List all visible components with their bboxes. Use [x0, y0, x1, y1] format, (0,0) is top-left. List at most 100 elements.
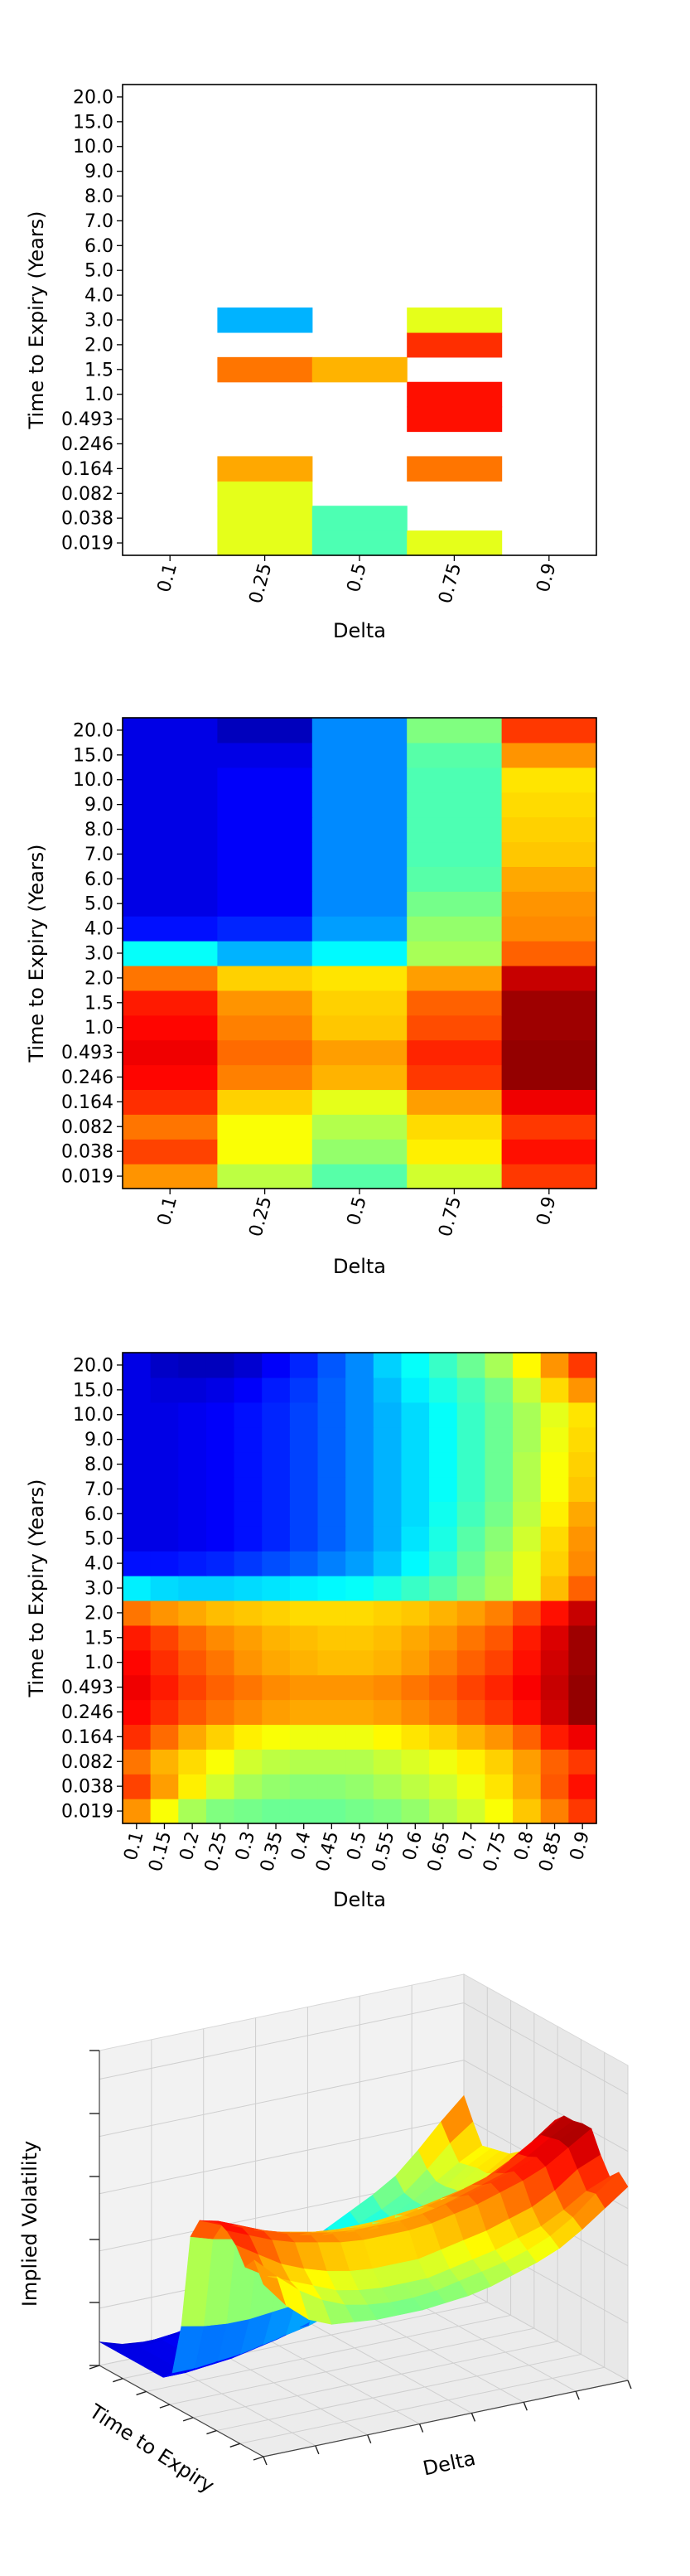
heatmap-cell: [429, 1699, 458, 1726]
heatmap-cell: [317, 1426, 346, 1453]
x-tick-label: 0.8: [510, 1829, 538, 1862]
heatmap-cell: [234, 1649, 263, 1676]
x-tick-label: 0.5: [344, 561, 371, 594]
heatmap-cell: [205, 1501, 235, 1527]
heatmap-cell: [568, 1749, 597, 1775]
heatmap-cell: [485, 1451, 514, 1478]
heatmap-cell: [401, 1600, 430, 1626]
heatmap-cell: [205, 1402, 235, 1428]
x-tick-label: 0.9: [533, 561, 560, 594]
delta-axis-tick: [263, 2456, 268, 2466]
heatmap-cell: [407, 1114, 503, 1140]
heatmap-cell: [513, 1526, 542, 1552]
heatmap-cell: [150, 1526, 179, 1552]
heatmap-cell: [401, 1749, 430, 1775]
heatmap-cell: [407, 866, 503, 892]
heatmap-cell: [568, 1353, 597, 1378]
heatmap-cell: [429, 1377, 458, 1403]
heatmap-cell: [234, 1674, 263, 1701]
heatmap-cell: [234, 1377, 263, 1403]
y-tick-label: 10.0: [73, 770, 113, 791]
y-tick-label: 9.0: [84, 1430, 113, 1450]
heatmap-cell: [234, 1402, 263, 1428]
heatmap-cell: [485, 1501, 514, 1527]
heatmap-cell: [373, 1576, 403, 1601]
y-tick-label: 8.0: [84, 1455, 113, 1475]
y-axis-label: Time to Expiry (Years): [25, 844, 48, 1063]
heatmap-cell: [568, 1649, 597, 1676]
heatmap-cell: [513, 1451, 542, 1478]
heatmap-cell: [150, 1674, 179, 1701]
y-tick-label: 1.5: [84, 993, 113, 1014]
y-tick-label: 1.0: [84, 1653, 113, 1673]
heatmap-cell: [407, 406, 503, 433]
heatmap-cell: [217, 767, 313, 793]
heatmap-cell: [568, 1799, 597, 1824]
heatmap-cell: [456, 1749, 486, 1775]
heatmap-cell: [123, 718, 218, 743]
x-tick-label: 0.5: [344, 1829, 371, 1862]
heatmap-cell: [407, 1139, 503, 1165]
heatmap-cell: [317, 1476, 346, 1502]
heatmap-cell: [373, 1501, 403, 1527]
heatmap-cell: [317, 1451, 346, 1478]
heatmap-cell: [456, 1625, 486, 1651]
heatmap-cell: [345, 1426, 374, 1453]
heatmap-chart-sparse: 0.019 0.038 0.082 0.164 0.246 0.493 1.0 1.5 2.0 3…: [25, 84, 597, 642]
y-tick-label: 20.0: [73, 1355, 113, 1376]
heatmap-cell: [540, 1426, 569, 1453]
heatmap-cell: [373, 1551, 403, 1576]
heatmap-cell: [513, 1724, 542, 1750]
heatmap-cell: [123, 1625, 152, 1651]
y-tick-label: 5.0: [84, 261, 113, 282]
heatmap-cell: [150, 1501, 179, 1527]
heatmap-cell: [234, 1451, 263, 1478]
x-tick-label: 0.4: [287, 1829, 315, 1862]
heatmap-cell: [205, 1774, 235, 1799]
heatmap-cell: [217, 456, 313, 482]
time-axis-tick: [182, 2417, 194, 2422]
heatmap-cell: [501, 990, 597, 1016]
heatmap-cell: [429, 1551, 458, 1576]
heatmap-cell: [123, 1749, 152, 1775]
heatmap-cell: [345, 1799, 374, 1824]
heatmap-cell: [311, 1064, 408, 1091]
grid-line: [255, 2332, 420, 2425]
heatmap-cell: [262, 1402, 291, 1428]
heatmap-cell: [540, 1377, 569, 1403]
heatmap-cell: [234, 1774, 263, 1799]
heatmap-cell: [311, 1139, 408, 1165]
heatmap-cell: [123, 1674, 152, 1701]
heatmap-cell: [150, 1724, 179, 1750]
heatmap-cell: [311, 1089, 408, 1115]
heatmap-cell: [178, 1426, 207, 1453]
heatmap-cell: [485, 1625, 514, 1651]
heatmap-cell: [178, 1649, 207, 1676]
heatmap-cell: [429, 1526, 458, 1552]
heatmap-cell: [501, 916, 597, 942]
heatmap-cell: [205, 1353, 235, 1378]
heatmap-cell: [540, 1799, 569, 1824]
heatmap-cell: [262, 1799, 291, 1824]
y-tick-label: 4.0: [84, 919, 113, 940]
heatmap-cell: [501, 1139, 597, 1165]
y-tick-label: 7.0: [84, 1479, 113, 1500]
heatmap-cell: [289, 1353, 319, 1378]
heatmap-cell: [485, 1402, 514, 1428]
heatmap-cell: [317, 1749, 346, 1775]
y-tick-label: 8.0: [84, 820, 113, 840]
heatmap-cell: [178, 1799, 207, 1824]
heatmap-cell: [407, 742, 503, 768]
heatmap-cell: [345, 1674, 374, 1701]
grid-line: [463, 2288, 629, 2381]
heatmap-cell: [429, 1476, 458, 1502]
time-axis-tick: [206, 2429, 217, 2435]
y-tick-label: 20.0: [73, 720, 113, 741]
heatmap-cell: [123, 1724, 152, 1750]
heatmap-cell: [317, 1402, 346, 1428]
heatmap-cell: [150, 1377, 179, 1403]
heatmap-cell: [205, 1576, 235, 1601]
heatmap-cell: [407, 1014, 503, 1041]
heatmap-cell: [429, 1576, 458, 1601]
